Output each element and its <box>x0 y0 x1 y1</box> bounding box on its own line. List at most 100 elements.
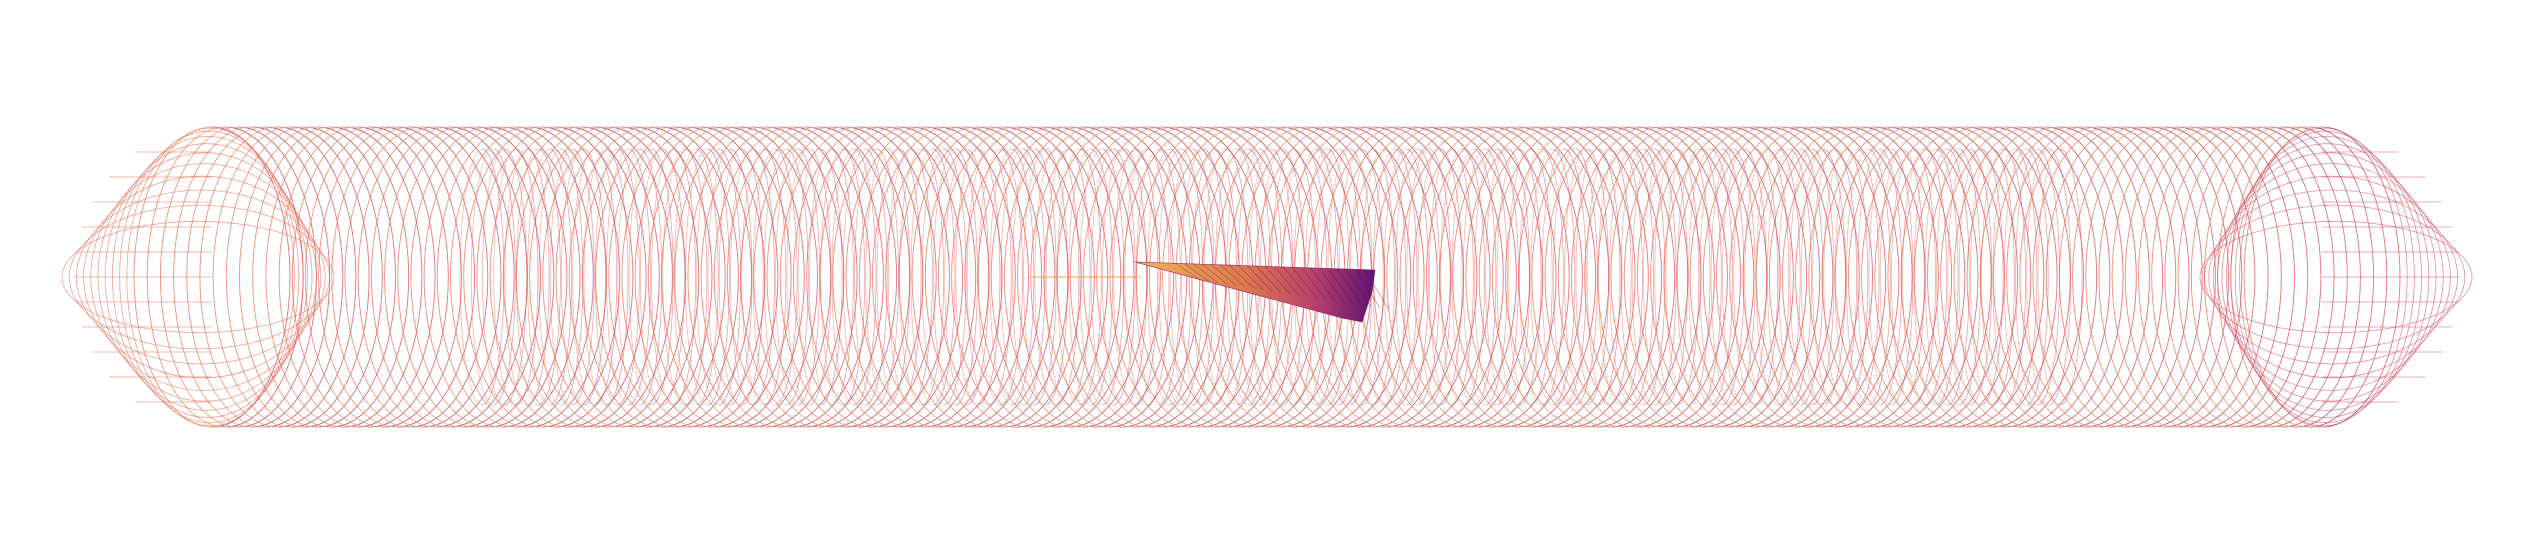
inner-ring-line <box>1541 148 1587 406</box>
outer-ring-line <box>1941 127 2097 427</box>
outer-ring-line <box>1888 127 2044 427</box>
wedge-mesh-line <box>1291 266 1318 299</box>
inner-ring-line <box>651 148 696 406</box>
wedge-mesh-line <box>1255 265 1282 293</box>
end-cap-line <box>2199 220 2473 334</box>
outer-ring-line <box>2152 127 2308 427</box>
inner-ring-line <box>752 148 798 406</box>
outer-ring-line <box>1479 127 1635 427</box>
inner-ring-line <box>1778 148 1824 406</box>
inner-ring-line <box>899 148 944 406</box>
outer-ring-line <box>714 127 870 427</box>
wedge-surface <box>1134 261 1376 323</box>
outer-ring-line <box>240 127 396 427</box>
outer-ring-line <box>2073 127 2229 427</box>
outer-ring-line <box>2178 127 2334 427</box>
wedge-mesh-line <box>1264 265 1291 295</box>
inner-ring-line <box>561 148 606 406</box>
inner-ring-line <box>1383 148 1429 406</box>
outer-ring-line <box>582 127 738 427</box>
wedge-mesh-line <box>1336 268 1363 306</box>
wedge-mesh-line <box>1192 263 1219 284</box>
inner-ring-line <box>459 148 505 406</box>
inner-ring-line <box>718 148 764 406</box>
inner-ring-line <box>1936 148 1981 406</box>
inner-ring-line <box>820 148 866 406</box>
wedge-body <box>1030 261 1390 323</box>
inner-ring-line <box>1395 148 1440 406</box>
inner-ring-line <box>1812 148 1857 406</box>
outer-ring-line <box>2033 127 2189 427</box>
wedge-mesh-line <box>1318 267 1345 303</box>
outer-ring-line <box>1558 127 1714 427</box>
outer-ring-line <box>305 127 461 427</box>
end-cap-line <box>61 220 335 334</box>
outer-ring-line <box>556 127 712 427</box>
inner-ring-line <box>1462 148 1508 406</box>
inner-ring-line <box>1924 148 1970 406</box>
inner-ring-line <box>1620 148 1666 406</box>
wedge-mesh-line <box>1363 269 1390 310</box>
outer-ring-line <box>596 127 752 427</box>
outer-ring-line <box>358 127 514 427</box>
wedge-mesh-line <box>1183 263 1210 282</box>
outer-ring-line <box>200 127 356 427</box>
outer-ring-line <box>2046 127 2202 427</box>
inner-ring-line <box>2037 148 2083 406</box>
inner-ring-line <box>730 148 775 406</box>
end-cap-line <box>68 204 330 350</box>
outer-ring-line <box>609 127 765 427</box>
inner-ring-line <box>1440 148 1485 406</box>
outer-ring-line <box>2165 127 2321 427</box>
outer-ring-line <box>1993 127 2149 427</box>
inner-ring-line <box>527 148 572 406</box>
outer-tube-shell <box>61 126 2473 428</box>
outer-ring-line <box>780 127 936 427</box>
inner-ring-line <box>662 148 708 406</box>
wedge-mesh-line <box>1228 264 1255 289</box>
outer-ring-line <box>213 127 369 427</box>
inner-ring-line <box>606 148 651 406</box>
outer-ring-line <box>2139 127 2295 427</box>
wedge-mesh-line <box>1273 266 1300 296</box>
outer-ring-line <box>635 127 791 427</box>
outer-ring-line <box>1954 127 2110 427</box>
inner-ring-line <box>1428 148 1474 406</box>
outer-ring-line <box>332 127 488 427</box>
outer-ring-line <box>569 127 725 427</box>
inner-ring-line <box>1609 148 1655 406</box>
inner-ring-line <box>809 148 854 406</box>
inner-ring-line <box>831 148 877 406</box>
outer-ring-line <box>490 127 646 427</box>
outer-ring-line <box>1796 127 1952 427</box>
inner-ring-line <box>1789 148 1835 406</box>
inner-ring-line <box>978 148 1023 406</box>
inner-ring-line <box>2003 148 2049 406</box>
inner-ring-line <box>1958 148 2004 406</box>
inner-ring-line <box>1598 148 1643 406</box>
outer-ring-line <box>319 127 475 427</box>
inner-ring-line <box>921 148 967 406</box>
wedge-mesh-line <box>1327 267 1354 305</box>
outer-ring-line <box>1914 127 2070 427</box>
inner-ring-line <box>1507 148 1553 406</box>
inner-ring-line <box>470 148 516 406</box>
outer-ring-line <box>477 127 633 427</box>
inner-ring-line <box>572 148 618 406</box>
outer-ring-line <box>266 127 422 427</box>
outer-ring-line <box>411 127 567 427</box>
inner-ring-line <box>685 148 730 406</box>
inner-ring-line <box>1879 148 1925 406</box>
outer-ring-line <box>1809 127 1965 427</box>
outer-ring-line <box>1862 127 2018 427</box>
outer-ring-line <box>1928 127 2084 427</box>
inner-ring-line <box>628 148 674 406</box>
outer-ring-line <box>622 127 778 427</box>
wedge-mesh-line <box>1210 263 1237 286</box>
inner-ring-line <box>1857 148 1903 406</box>
inner-ring-line <box>583 148 629 406</box>
inner-ring-line <box>1902 148 1948 406</box>
outer-ring-line <box>2112 127 2268 427</box>
wedge-mesh-line <box>1345 268 1372 307</box>
